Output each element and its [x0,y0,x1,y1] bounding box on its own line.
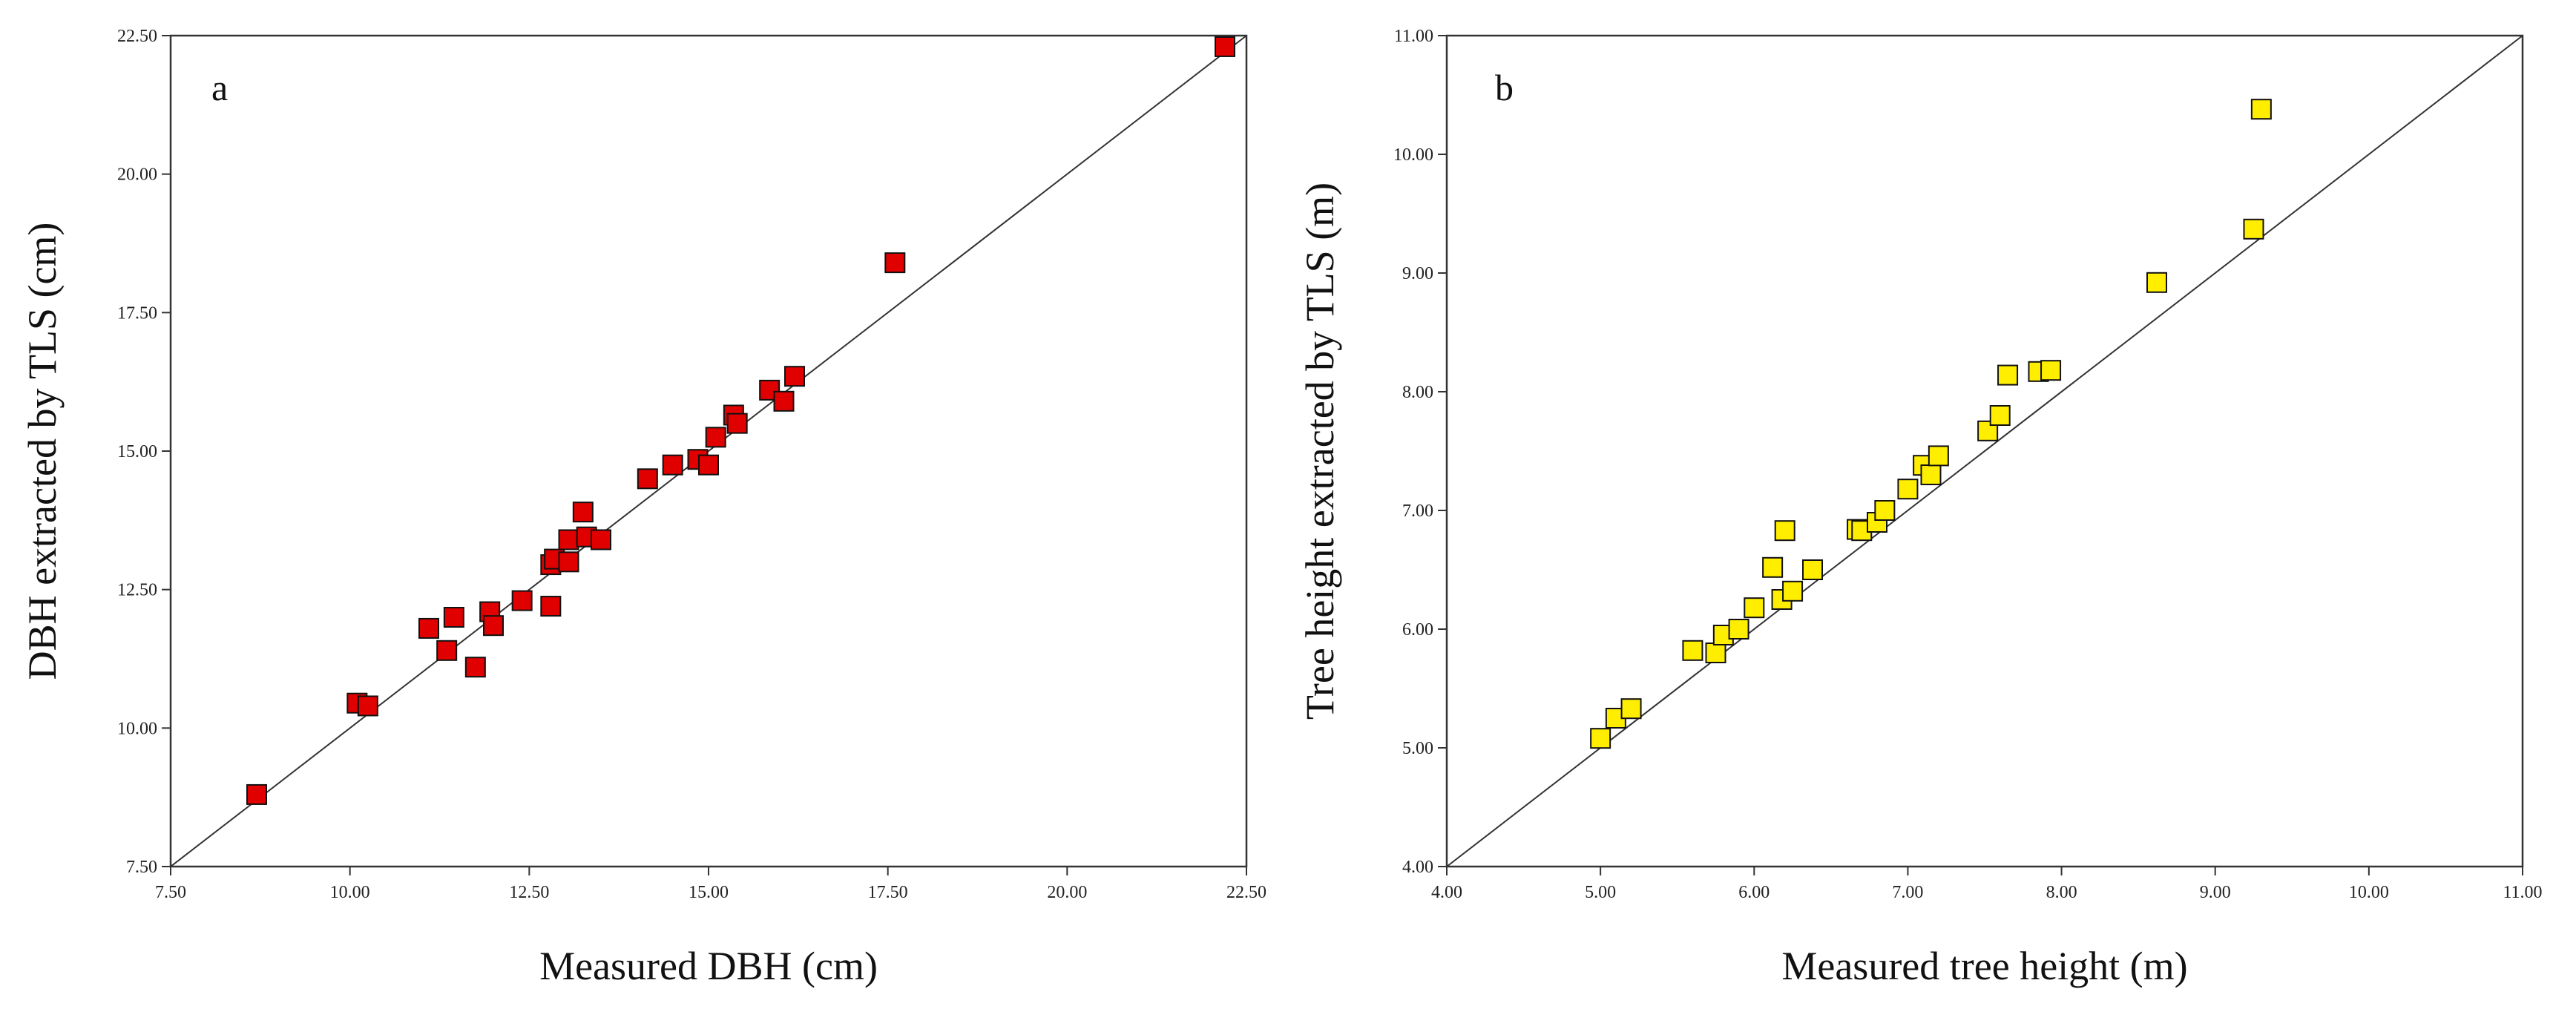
data-point-a [784,366,805,387]
data-point-b [1802,559,1823,580]
x-tick-label-a: 22.50 [1226,883,1266,902]
y-tick-label-b: 5.00 [1402,739,1433,758]
reference-line-a [170,35,1247,867]
x-tick-label-b: 10.00 [2349,883,2389,902]
y-tick-label-a: 20.00 [117,165,157,185]
y-tick-label-a: 15.00 [117,442,157,461]
y-tick-label-a: 22.50 [117,27,157,46]
x-tick-label-b: 5.00 [1585,883,1616,902]
data-point-b [1897,479,1919,500]
y-tick-label-b: 4.00 [1402,858,1433,877]
data-point-b [2243,218,2264,240]
data-point-a [572,502,594,523]
data-point-b [1705,642,1726,663]
data-point-a [246,783,267,805]
panel-b: 4.00 5.00 6.00 7.00 8.00 9.00 10.00 11.00 4.00 5.… [1298,27,2543,988]
points-b [1590,99,2272,749]
data-point-a [443,607,464,628]
x-tick-label-a: 15.00 [689,883,729,902]
data-point-a [357,695,378,717]
x-tick-label-a: 17.50 [868,883,908,902]
y-tick-label-a: 10.00 [117,719,157,738]
plot-frame-b [1445,34,2524,868]
y-tick-label-b: 10.00 [1393,145,1433,165]
y-tick-label-b: 6.00 [1402,620,1433,640]
panel-a: 7.50 10.00 12.50 15.00 17.50 20.00 22.50 7.50 10… [20,27,1266,988]
data-point-a [418,617,439,639]
y-tick-label-b: 11.00 [1394,27,1433,46]
data-point-a [558,551,579,573]
y-tick-label-a: 12.50 [117,581,157,600]
ticks-a: 7.50 10.00 12.50 15.00 17.50 20.00 22.50 7.50 10… [117,27,1266,902]
y-tick-label-a: 17.50 [117,303,157,323]
x-tick-label-b: 11.00 [2503,883,2542,902]
x-tick-label-b: 7.00 [1892,883,1923,902]
data-point-a [436,640,458,661]
ticks-b: 4.00 5.00 6.00 7.00 8.00 9.00 10.00 11.00 4.00 5.… [1393,27,2543,902]
data-point-b [1874,500,1896,521]
data-point-b [1744,597,1765,619]
data-point-a [637,468,658,490]
y-axis-title-a: DBH extracted by TLS (cm) [20,223,65,680]
x-tick-label-a: 7.50 [155,883,186,902]
panel-label-a: a [211,67,228,108]
data-point-a [1215,36,1235,57]
points-a [246,36,1235,805]
data-point-a [726,413,748,434]
x-axis-title-a: Measured DBH (cm) [539,944,878,988]
data-point-a [511,590,533,611]
data-point-a [662,454,683,476]
data-point-a [483,615,504,637]
data-point-a [558,529,579,550]
data-point-b [1728,619,1749,640]
y-tick-label-a: 7.50 [126,858,157,877]
x-tick-label-b: 6.00 [1738,883,1770,902]
x-axis-title-b: Measured tree height (m) [1781,944,2187,988]
panel-label-b: b [1495,67,1514,108]
data-point-b [1920,464,1942,485]
data-point-b [1782,580,1804,602]
x-tick-label-a: 10.00 [330,883,370,902]
data-point-a [698,454,719,476]
x-tick-label-a: 20.00 [1047,883,1087,902]
data-point-b [1989,405,2011,426]
data-point-b [1997,364,2019,386]
y-tick-label-b: 8.00 [1402,383,1433,402]
data-point-a [464,657,486,678]
data-point-b [1774,520,1795,542]
y-tick-label-b: 9.00 [1402,264,1433,283]
data-point-a [591,529,611,550]
data-point-b [2146,272,2167,293]
data-point-b [1762,556,1784,578]
x-tick-label-a: 12.50 [509,883,549,902]
data-point-b [2250,99,2272,120]
data-point-a [773,390,795,412]
data-point-b [1590,728,1611,749]
y-axis-title-b: Tree height extracted by TLS (m) [1298,183,1342,720]
data-point-b [1682,640,1703,661]
data-point-b [1928,445,1949,467]
x-tick-label-b: 8.00 [2046,883,2077,902]
data-point-b [2040,360,2062,381]
data-point-a [884,252,906,274]
data-point-b [1620,698,1642,720]
data-point-a [540,596,562,617]
x-tick-label-b: 9.00 [2200,883,2231,902]
data-point-a [705,427,726,448]
x-tick-label-b: 4.00 [1431,883,1462,902]
y-tick-label-b: 7.00 [1402,502,1433,521]
